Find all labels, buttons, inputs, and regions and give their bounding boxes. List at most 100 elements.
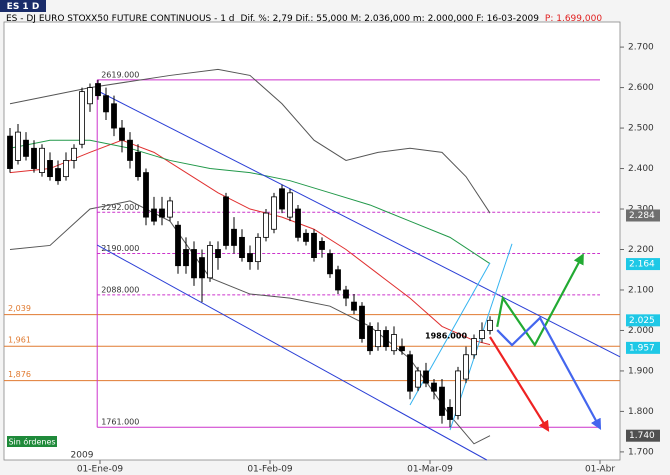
candle-body (359, 305, 365, 339)
price-marker (626, 429, 660, 442)
candle-body (399, 346, 405, 352)
candle-body (319, 241, 325, 250)
candle-body (111, 103, 117, 129)
price-marker-label: 1.740 (629, 431, 655, 441)
indicator-line (95, 89, 621, 358)
candle-body (439, 386, 445, 416)
candle-body (223, 196, 229, 246)
candle-body (199, 257, 205, 279)
candle-body (407, 354, 413, 392)
candle-body (335, 269, 341, 291)
candle-body (455, 370, 461, 416)
y-tick-label: 1.800 (628, 407, 654, 417)
candle-body (127, 139, 133, 161)
candle-body (311, 232, 317, 258)
candle-body (271, 196, 277, 230)
status-label[interactable]: Sin órdenes (8, 437, 55, 447)
candle-body (71, 147, 77, 161)
candle-body (351, 301, 357, 311)
candle-body (471, 338, 477, 356)
projection-arrow (489, 336, 550, 432)
candle-body (79, 91, 85, 145)
x-tick-label: 01-Feb-09 (247, 465, 293, 475)
candle-body (279, 188, 285, 210)
y-tick-label: 2.500 (628, 124, 654, 134)
candle-body (87, 87, 93, 105)
candle-body (207, 245, 213, 279)
y-tick-label: 2.000 (628, 326, 654, 336)
annotation: 1986.000 (425, 332, 467, 341)
candle-body (175, 224, 181, 267)
header-stats: Dif. %: 2,79 Dif.: 55,000 M: 2.036,000 m… (241, 14, 540, 24)
candle-body (215, 249, 221, 258)
price-marker (626, 341, 660, 354)
candle-body (39, 147, 45, 173)
price-marker (626, 209, 660, 222)
candle-body (415, 370, 421, 388)
fib-label: 1,961 (8, 336, 31, 345)
candle-body (7, 135, 13, 169)
price-marker (626, 258, 660, 271)
level-label: 2292.000 (101, 203, 139, 212)
level-label: 2619.000 (101, 70, 139, 79)
candle-body (487, 319, 493, 331)
candle-body (463, 354, 469, 380)
y-tick-label: 2.600 (628, 83, 654, 93)
y-tick-label: 2.100 (628, 285, 654, 295)
candle-body (383, 330, 389, 348)
candle-body (119, 127, 125, 141)
candle-body (63, 160, 69, 178)
fib-label: 2,039 (8, 304, 31, 313)
level-label: 1761.000 (101, 418, 139, 427)
indicator-line (9, 139, 491, 265)
candle-body (255, 236, 261, 263)
candle-body (247, 253, 253, 263)
y-tick-label: 2.200 (628, 245, 654, 255)
header: ES - DJ EURO STOXX50 FUTURE CONTINUOUS -… (6, 14, 602, 24)
candle-body (423, 370, 429, 384)
candle-body (31, 147, 37, 169)
candle-body (15, 131, 21, 161)
candle-body (367, 326, 373, 352)
candle-body (231, 228, 237, 246)
tab-label[interactable]: ES 1 D (7, 2, 40, 12)
candle-body (23, 139, 29, 157)
tab[interactable] (0, 0, 46, 12)
candle-body (103, 95, 109, 113)
y-tick-label: 1.900 (628, 366, 654, 376)
candle-body (183, 249, 189, 267)
candle-body (55, 168, 61, 182)
y-tick-label: 2.400 (628, 164, 654, 174)
candle-body (375, 330, 381, 348)
indicator-line (96, 244, 488, 461)
candle-body (159, 208, 165, 218)
y-tick-label: 2.700 (628, 43, 654, 53)
candle-body (135, 151, 141, 178)
price-marker-label: 2.164 (629, 260, 655, 270)
candle-body (391, 334, 397, 352)
candle-body (143, 172, 149, 218)
candle-body (239, 236, 245, 258)
price-marker-label: 2.025 (629, 316, 655, 326)
candle-body (479, 330, 485, 339)
candle-body (287, 192, 293, 218)
candle-body (263, 212, 269, 238)
level-label: 2190.000 (101, 244, 139, 253)
projection-arrow (496, 316, 602, 430)
candle-body (47, 160, 53, 178)
candle-body (343, 289, 349, 299)
y-tick-label: 1.700 (628, 447, 654, 457)
level-label: 2088.000 (101, 285, 139, 294)
candle-body (303, 232, 309, 242)
candle-body (431, 382, 437, 392)
status-box[interactable] (7, 436, 57, 447)
x-tick-label: 01-Ene-09 (77, 465, 124, 475)
year-label: 2009 (71, 451, 94, 461)
projection-arrow (496, 253, 584, 348)
x-tick-label: 01-Abr (585, 465, 615, 475)
indicator-line (9, 68, 491, 214)
candle-body (191, 249, 197, 279)
header-title: ES - DJ EURO STOXX50 FUTURE CONTINUOUS -… (6, 14, 235, 24)
price-marker-label: 2.284 (629, 211, 655, 221)
